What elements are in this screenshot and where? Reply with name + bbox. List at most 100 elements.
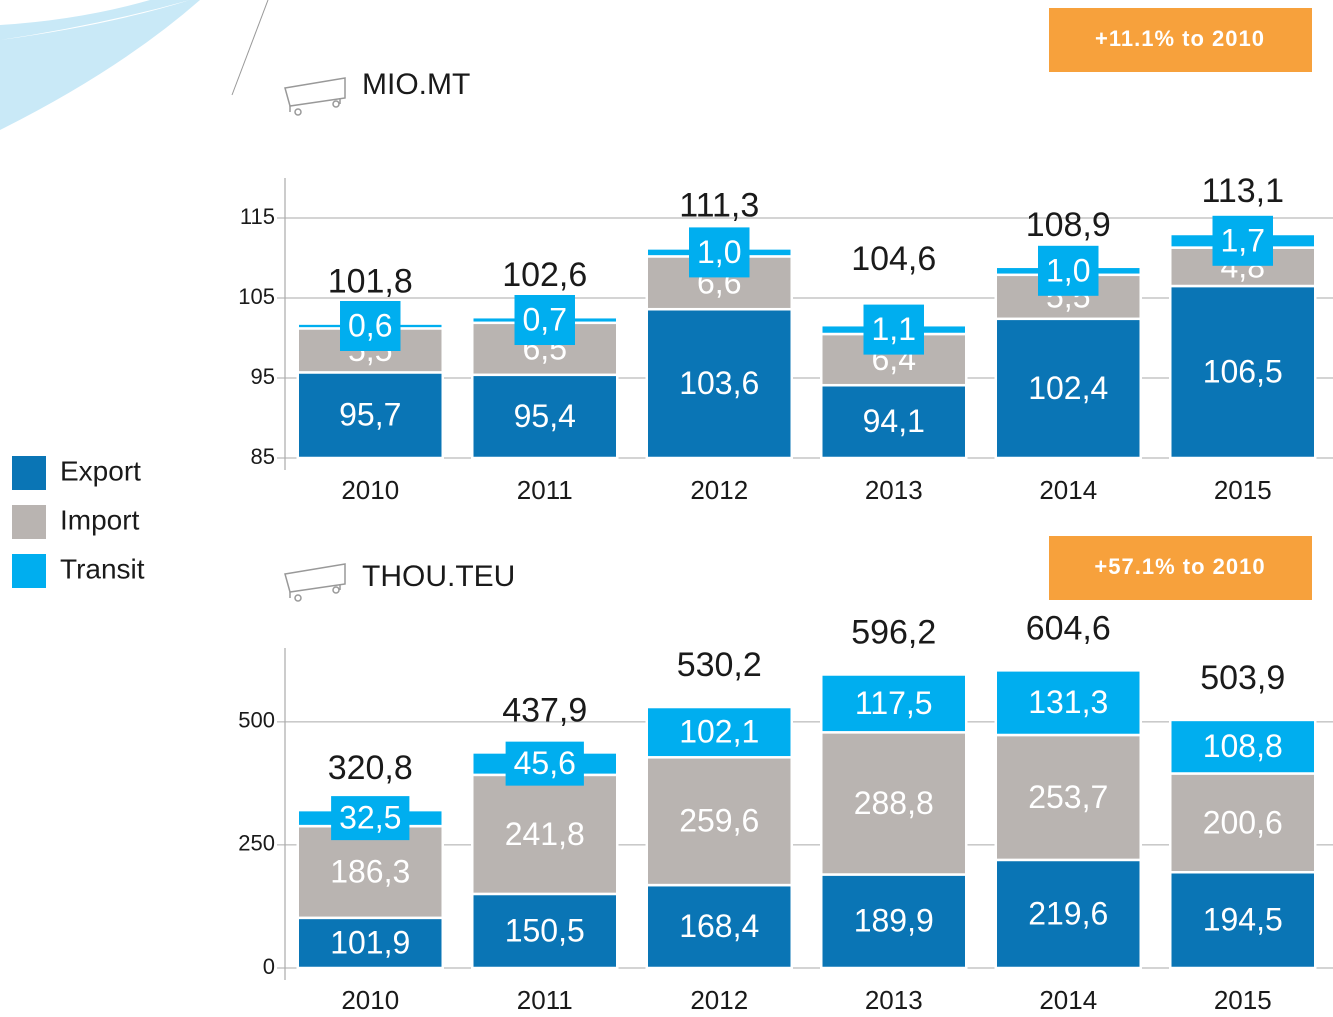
y-tick-label: 0	[263, 954, 275, 979]
legend-swatch	[12, 456, 46, 490]
bar-segment	[471, 373, 619, 460]
bar-label: 102,1	[679, 714, 759, 750]
label-box	[1212, 215, 1273, 266]
total-label: 503,9	[1200, 659, 1285, 697]
bar-label: 194,5	[1203, 902, 1283, 938]
x-tick-label: 2015	[1214, 985, 1272, 1015]
label-box	[514, 295, 575, 345]
bar-segment	[296, 916, 444, 970]
bar-segment	[471, 892, 619, 970]
bar-label: 106,5	[1203, 353, 1283, 389]
total-label: 111,3	[679, 187, 759, 225]
bar-segment	[994, 733, 1142, 862]
x-tick-label: 2013	[865, 475, 923, 505]
bar-label: 1,7	[1221, 222, 1265, 258]
total-label: 320,8	[328, 749, 413, 787]
y-tick-label: 115	[240, 204, 275, 229]
x-tick-label: 2012	[690, 475, 748, 505]
wagon-icon	[284, 77, 346, 116]
bar-label: 0,6	[348, 307, 392, 343]
total-label: 101,8	[328, 263, 413, 301]
x-tick-label: 2014	[1039, 475, 1097, 505]
annotation-box	[1049, 8, 1312, 72]
bar-segment	[645, 307, 793, 460]
y-tick-label: 95	[251, 364, 275, 389]
bar-label: 186,3	[330, 853, 410, 889]
x-tick-label: 2010	[341, 475, 399, 505]
bar-label: 108,8	[1203, 728, 1283, 764]
x-tick-label: 2015	[1214, 475, 1272, 505]
legend-swatch	[12, 554, 46, 588]
bar-segment	[645, 883, 793, 970]
total-label: 108,9	[1026, 206, 1111, 244]
x-tick-label: 2014	[1039, 985, 1097, 1015]
bar-segment	[1169, 772, 1317, 874]
x-tick-label: 2013	[865, 985, 923, 1015]
bar-label: 259,6	[679, 803, 759, 839]
label-box	[1038, 245, 1099, 296]
bar-label: 103,6	[679, 365, 759, 401]
total-label: 113,1	[1201, 172, 1284, 210]
label-box	[863, 304, 924, 355]
total-label: 596,2	[851, 613, 936, 651]
bar-label: 253,7	[1028, 779, 1108, 815]
bar-label: 95,4	[514, 398, 576, 434]
y-tick-label: 250	[238, 831, 275, 856]
bar-label: 1,0	[697, 234, 741, 270]
bar-label: 131,3	[1028, 684, 1108, 720]
total-label: 104,6	[851, 240, 936, 278]
legend-label: Transit	[60, 553, 145, 584]
bar-segment	[645, 756, 793, 887]
bar-label: 102,4	[1028, 370, 1108, 406]
bar-label: 150,5	[505, 912, 585, 948]
bar-label: 1,0	[1046, 252, 1090, 288]
total-label: 437,9	[502, 691, 587, 729]
bar-label: 288,8	[854, 785, 934, 821]
label-box	[671, 710, 768, 755]
bar-label: 32,5	[339, 800, 401, 836]
y-tick-label: 105	[238, 284, 275, 309]
chart-title: MIO.MT	[362, 68, 470, 101]
bar-label: 189,9	[854, 903, 934, 939]
bar-label: 117,5	[855, 685, 933, 721]
bar-label: 45,6	[514, 745, 576, 781]
bar-segment	[820, 731, 968, 876]
decor-swoosh	[0, 0, 200, 130]
bar-segment	[994, 317, 1142, 460]
legend-label: Import	[60, 504, 140, 535]
label-box	[1194, 724, 1291, 769]
label-box	[1020, 680, 1117, 725]
bar-label: 200,6	[1203, 804, 1283, 840]
bar-segment	[471, 773, 619, 896]
bar-label: 1,1	[872, 311, 916, 347]
bar-segment	[820, 383, 968, 460]
label-box	[331, 796, 410, 841]
y-tick-label: 85	[251, 444, 275, 469]
total-label: 102,6	[502, 256, 587, 294]
bar-label: 241,8	[505, 816, 585, 852]
x-tick-label: 2011	[517, 985, 573, 1015]
chart-title: THOU.TEU	[362, 560, 515, 593]
bar-segment	[296, 371, 444, 460]
bar-label: 219,6	[1028, 895, 1108, 931]
annotation: +11.1% to 2010	[1095, 26, 1265, 51]
label-box	[689, 227, 750, 278]
x-tick-label: 2011	[517, 475, 573, 505]
total-label: 604,6	[1026, 609, 1111, 647]
annotation: +57.1% to 2010	[1094, 554, 1265, 579]
wagon-icon	[284, 563, 346, 602]
bar-label: 95,7	[339, 397, 401, 433]
label-box	[846, 681, 941, 726]
x-tick-label: 2012	[690, 985, 748, 1015]
bar-label: 101,9	[330, 924, 410, 960]
bar-segment	[994, 858, 1142, 970]
decor-line	[231, 0, 269, 96]
bar-segment	[820, 873, 968, 970]
bar-label: 168,4	[679, 908, 759, 944]
legend-label: Export	[60, 455, 141, 486]
bar-label: 0,7	[523, 301, 567, 337]
annotation-box	[1049, 536, 1312, 600]
label-box	[340, 301, 401, 351]
bar-label: 94,1	[863, 403, 925, 439]
